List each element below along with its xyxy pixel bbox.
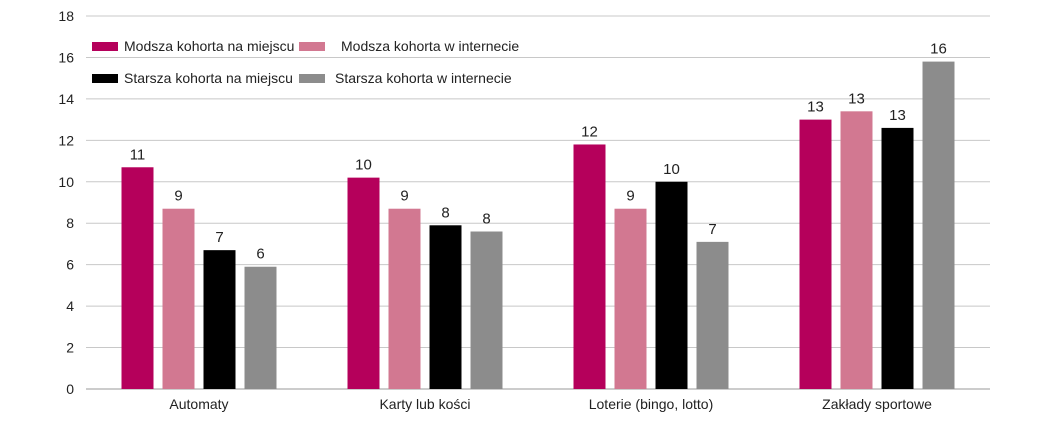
data-label: 8 xyxy=(482,211,490,228)
bar xyxy=(203,250,236,389)
data-label: 11 xyxy=(130,146,146,163)
bars xyxy=(121,61,955,390)
bar xyxy=(840,111,873,390)
y-tick-label: 8 xyxy=(66,215,74,231)
bar xyxy=(470,231,503,389)
bar xyxy=(573,144,606,389)
x-category-label: Karty lub kości xyxy=(379,396,470,412)
bar xyxy=(655,181,688,389)
bar xyxy=(429,225,462,389)
legend-swatch xyxy=(92,42,118,51)
data-label: 12 xyxy=(581,123,598,140)
data-label: 9 xyxy=(174,188,182,205)
legend-swatch xyxy=(299,42,325,51)
y-tick-label: 2 xyxy=(66,340,74,356)
bar xyxy=(244,266,277,389)
y-tick-label: 14 xyxy=(58,91,74,107)
y-tick-label: 4 xyxy=(66,298,74,314)
y-tick-label: 16 xyxy=(58,49,74,65)
bar xyxy=(696,241,729,389)
data-label: 10 xyxy=(663,161,680,178)
data-label: 16 xyxy=(930,41,947,58)
gridlines xyxy=(86,15,990,390)
y-tick-label: 6 xyxy=(66,257,74,273)
data-labels: 11 9 7 6 10 9 8 8 12 9 10 7 13 13 13 16 xyxy=(130,41,947,263)
x-axis: Automaty Karty lub kości Loterie (bingo, l… xyxy=(169,396,932,412)
bar xyxy=(347,177,380,389)
x-category-label: Automaty xyxy=(169,396,228,412)
y-tick-label: 0 xyxy=(66,381,74,397)
data-label: 8 xyxy=(441,204,449,221)
data-label: 9 xyxy=(400,188,408,205)
legend-label: Modsza kohorta w internecie xyxy=(341,38,519,54)
bar xyxy=(881,127,914,390)
y-tick-label: 18 xyxy=(58,8,74,24)
legend: Modsza kohorta na miejscu Modsza kohorta … xyxy=(92,38,519,86)
x-category-label: Zakłady sportowe xyxy=(822,396,932,412)
legend-label: Starsza kohorta w internecie xyxy=(335,70,512,86)
bar xyxy=(121,167,154,389)
data-label: 13 xyxy=(848,90,865,107)
data-label: 7 xyxy=(708,221,716,238)
data-label: 10 xyxy=(355,157,372,174)
y-tick-label: 10 xyxy=(58,174,74,190)
legend-swatch xyxy=(92,74,118,83)
bar xyxy=(614,208,647,389)
legend-label: Modsza kohorta na miejscu xyxy=(124,38,294,54)
data-label: 13 xyxy=(807,99,824,116)
y-tick-label: 12 xyxy=(58,132,74,148)
data-label: 9 xyxy=(626,188,634,205)
x-category-label: Loterie (bingo, lotto) xyxy=(589,396,714,412)
data-label: 6 xyxy=(256,246,264,263)
data-label: 13 xyxy=(889,107,906,124)
legend-label: Starsza kohorta na miejscu xyxy=(124,70,293,86)
data-label: 7 xyxy=(215,229,223,246)
bar xyxy=(388,208,421,389)
bar xyxy=(799,119,832,389)
legend-swatch xyxy=(299,74,325,83)
bar xyxy=(162,208,195,389)
bar xyxy=(922,61,955,389)
y-axis: 0 2 4 6 8 10 12 14 16 18 xyxy=(58,8,74,397)
